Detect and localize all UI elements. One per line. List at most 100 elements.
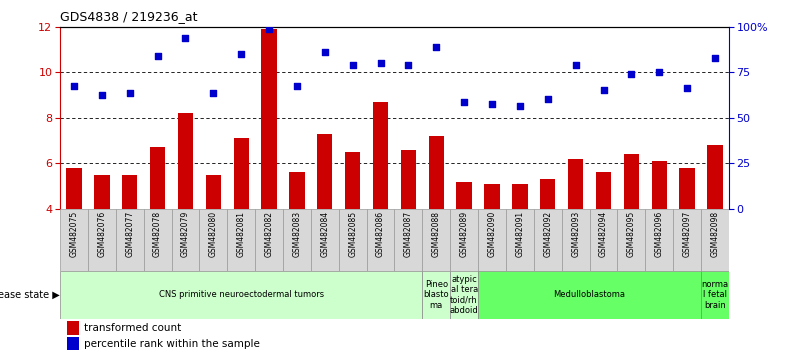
Point [319, 49, 332, 55]
Text: GSM482083: GSM482083 [292, 211, 301, 257]
Bar [66, 168, 82, 209]
Point [570, 62, 582, 68]
Bar [562, 209, 590, 271]
Bar [450, 209, 478, 271]
Point [402, 62, 415, 68]
Bar [701, 271, 729, 319]
Bar [540, 179, 555, 209]
Text: GSM482081: GSM482081 [237, 211, 246, 257]
Bar [66, 321, 78, 335]
Bar [311, 209, 339, 271]
Point [457, 99, 470, 104]
Text: GSM482096: GSM482096 [654, 211, 664, 257]
Bar [478, 209, 506, 271]
Text: Medulloblastoma: Medulloblastoma [553, 290, 626, 299]
Bar [256, 209, 283, 271]
Bar [289, 172, 304, 209]
Text: CNS primitive neuroectodermal tumors: CNS primitive neuroectodermal tumors [159, 290, 324, 299]
Bar [261, 29, 277, 209]
Bar [60, 209, 88, 271]
Bar [673, 209, 701, 271]
Text: GSM482078: GSM482078 [153, 211, 162, 257]
Bar [345, 152, 360, 209]
Bar [707, 145, 723, 209]
Bar [568, 159, 583, 209]
Text: GSM482079: GSM482079 [181, 211, 190, 257]
Point [653, 69, 666, 75]
Text: GSM482094: GSM482094 [599, 211, 608, 257]
Bar [400, 150, 416, 209]
Text: GSM482092: GSM482092 [543, 211, 552, 257]
Text: GSM482088: GSM482088 [432, 211, 441, 257]
Text: GSM482091: GSM482091 [515, 211, 525, 257]
Bar [199, 209, 227, 271]
Bar [651, 161, 667, 209]
Point [485, 101, 498, 107]
Point [597, 87, 610, 93]
Point [95, 92, 108, 98]
Point [374, 60, 387, 66]
Bar [618, 209, 646, 271]
Text: GSM482076: GSM482076 [98, 211, 107, 257]
Bar [317, 134, 332, 209]
Text: norma
l fetal
brain: norma l fetal brain [702, 280, 729, 310]
Bar [367, 209, 394, 271]
Bar [422, 209, 450, 271]
Point [179, 35, 192, 41]
Bar [234, 138, 249, 209]
Text: atypic
al tera
toid/rh
abdoid: atypic al tera toid/rh abdoid [450, 275, 478, 315]
Point [430, 44, 443, 50]
Bar [701, 209, 729, 271]
Text: GSM482077: GSM482077 [125, 211, 135, 257]
Point [513, 103, 526, 109]
Text: GSM482086: GSM482086 [376, 211, 385, 257]
Bar [533, 209, 562, 271]
Text: transformed count: transformed count [84, 323, 181, 333]
Point [346, 62, 359, 68]
Bar [429, 136, 444, 209]
Text: GSM482085: GSM482085 [348, 211, 357, 257]
Point [709, 56, 722, 61]
Bar [512, 184, 528, 209]
Text: GSM482075: GSM482075 [70, 211, 78, 257]
Bar [457, 182, 472, 209]
Point [541, 97, 554, 102]
Bar [143, 209, 171, 271]
Point [625, 72, 638, 77]
Text: GDS4838 / 219236_at: GDS4838 / 219236_at [60, 10, 198, 23]
Point [151, 53, 164, 59]
Text: Pineo
blasto
ma: Pineo blasto ma [424, 280, 449, 310]
Bar [122, 175, 138, 209]
Bar [506, 209, 533, 271]
Bar [394, 209, 422, 271]
Text: GSM482097: GSM482097 [682, 211, 691, 257]
Bar [283, 209, 311, 271]
Bar [646, 209, 673, 271]
Bar [206, 175, 221, 209]
Text: GSM482084: GSM482084 [320, 211, 329, 257]
Bar [60, 271, 422, 319]
Point [207, 90, 219, 96]
Text: GSM482093: GSM482093 [571, 211, 580, 257]
Text: GSM482082: GSM482082 [264, 211, 274, 257]
Bar [373, 102, 388, 209]
Bar [478, 271, 701, 319]
Bar [178, 113, 193, 209]
Bar [339, 209, 367, 271]
Bar [95, 175, 110, 209]
Bar [590, 209, 618, 271]
Bar [88, 209, 116, 271]
Bar [596, 172, 611, 209]
Text: disease state ▶: disease state ▶ [0, 290, 60, 300]
Bar [116, 209, 143, 271]
Text: GSM482090: GSM482090 [488, 211, 497, 257]
Bar [227, 209, 256, 271]
Bar [485, 184, 500, 209]
Bar [422, 271, 450, 319]
Point [123, 90, 136, 96]
Text: GSM482095: GSM482095 [627, 211, 636, 257]
Point [681, 85, 694, 91]
Bar [450, 271, 478, 319]
Point [263, 26, 276, 32]
Point [235, 51, 248, 57]
